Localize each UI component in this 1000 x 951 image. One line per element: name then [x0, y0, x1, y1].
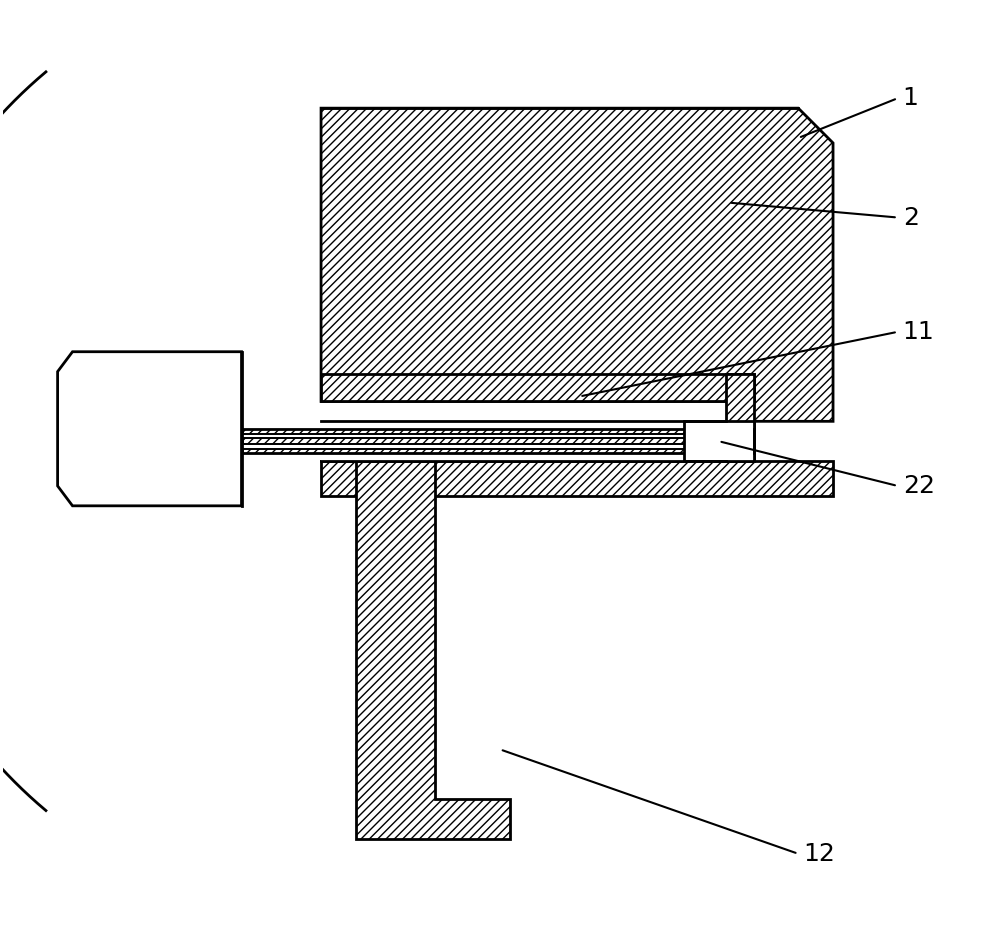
Polygon shape	[684, 421, 754, 461]
Polygon shape	[321, 461, 833, 495]
Text: 1: 1	[903, 87, 919, 110]
Polygon shape	[726, 374, 754, 461]
Polygon shape	[242, 444, 754, 449]
Text: 2: 2	[903, 205, 919, 229]
Text: 22: 22	[903, 474, 935, 498]
Polygon shape	[321, 421, 754, 461]
Polygon shape	[321, 108, 833, 421]
Polygon shape	[242, 434, 754, 438]
Text: 12: 12	[803, 842, 835, 865]
Polygon shape	[321, 374, 754, 401]
Polygon shape	[58, 352, 242, 506]
Polygon shape	[242, 429, 754, 453]
Polygon shape	[356, 461, 510, 839]
Polygon shape	[321, 421, 726, 461]
Text: 11: 11	[903, 320, 934, 344]
